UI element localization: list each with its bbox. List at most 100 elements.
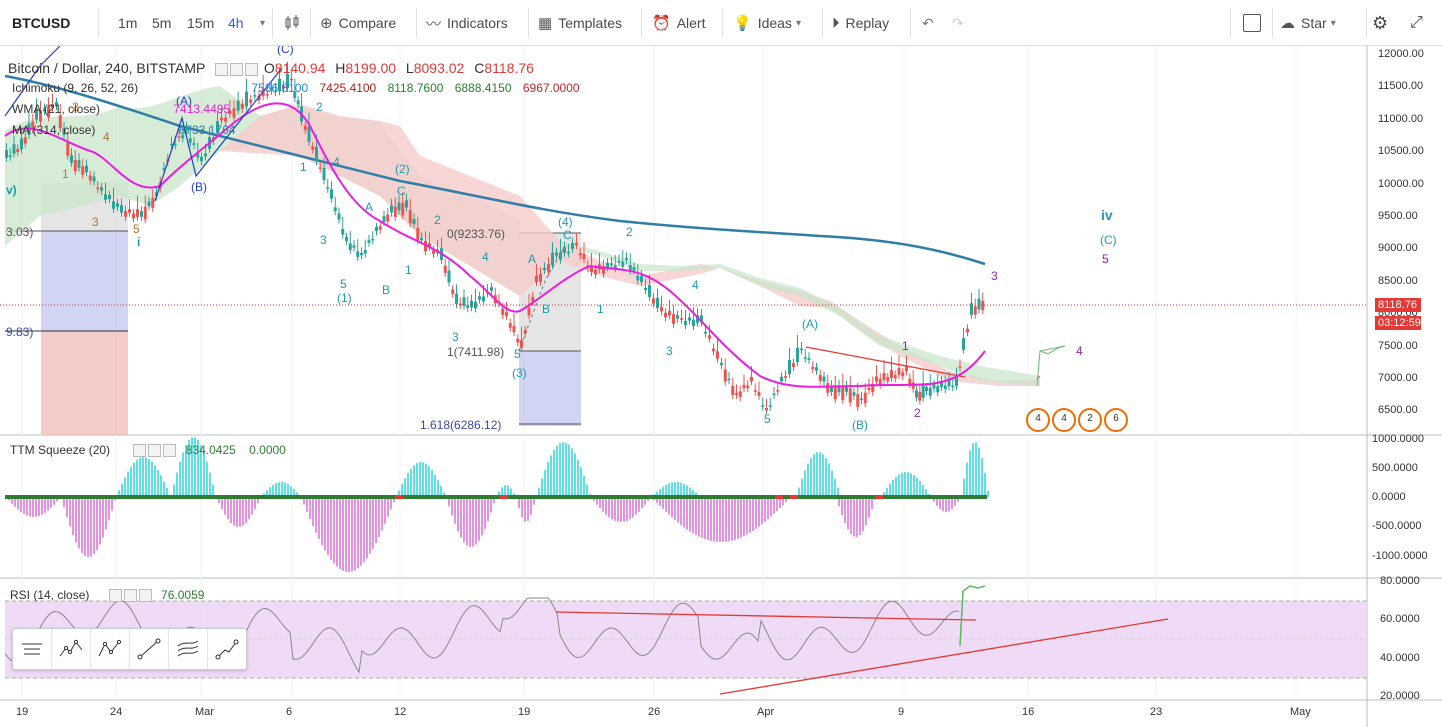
ttm-bar	[683, 497, 685, 528]
ttm-bar	[737, 497, 739, 539]
horizontal-lines-icon[interactable]	[13, 629, 52, 669]
gear-icon[interactable]: ⚙	[1372, 12, 1389, 33]
ttm-bar	[617, 497, 619, 522]
compare-button[interactable]: ⊕ Compare	[320, 0, 396, 46]
event-flag-icon[interactable]: 2	[1078, 408, 1102, 432]
candle-body	[345, 237, 348, 241]
ttm-bar	[498, 491, 500, 497]
interval-1m[interactable]: 1m	[118, 15, 138, 31]
ttm-bar	[501, 487, 503, 497]
candle-body	[852, 392, 856, 396]
elliott-impulse-icon[interactable]	[52, 629, 91, 669]
redo-icon[interactable]: ↷	[952, 14, 964, 31]
alert-button[interactable]: ⏰ Alert	[652, 0, 705, 46]
elliott-correction-icon[interactable]	[91, 629, 130, 669]
wave-label: (3)	[512, 366, 527, 380]
chevron-down-icon: ▾	[1330, 17, 1336, 29]
ttm-bar	[605, 497, 607, 515]
ttm-settings-toggle[interactable]	[148, 444, 162, 458]
interval-dropdown-icon[interactable]: ▾	[260, 17, 266, 29]
ttm-bar	[203, 452, 205, 497]
candle-body	[660, 306, 663, 312]
visibility-toggle[interactable]	[215, 62, 229, 76]
ttm-bar	[841, 497, 843, 516]
ttm-bar	[296, 492, 298, 497]
ttm-visibility-toggle[interactable]	[133, 444, 147, 458]
star-button[interactable]: ☁ Star ▾	[1280, 0, 1336, 46]
interval-15m[interactable]: 15m	[187, 15, 215, 31]
path-icon[interactable]	[208, 629, 246, 669]
trend-line-icon[interactable]	[130, 629, 169, 669]
event-flag-icon[interactable]: 4	[1052, 408, 1076, 432]
ttm-bar	[287, 484, 289, 497]
ideas-button[interactable]: 💡 Ideas ▾	[733, 0, 801, 46]
ttm-bar	[919, 481, 921, 497]
squeeze-dot	[875, 495, 883, 499]
ttm-bar	[810, 458, 812, 497]
candle-body	[901, 372, 905, 377]
ttm-bar	[710, 497, 712, 541]
candle-body	[478, 296, 481, 300]
ttm-bar	[142, 457, 144, 497]
fib-zone-blue-mid	[519, 351, 581, 426]
wma-legend: WMA (21, close) 7413.4495	[12, 102, 230, 116]
ttm-bar	[345, 497, 347, 572]
ttm-bar	[63, 497, 65, 508]
interval-5m[interactable]: 5m	[152, 15, 172, 31]
undo-icon[interactable]: ↶	[922, 14, 934, 31]
ttm-tick: 500.0000	[1372, 462, 1418, 474]
ttm-bar	[677, 497, 679, 523]
ttm-bar	[731, 497, 733, 541]
rsi-settings-toggle[interactable]	[123, 589, 137, 603]
templates-button[interactable]: ▦ Templates	[538, 0, 622, 46]
indicators-button[interactable]: 〰 Indicators	[426, 0, 508, 46]
ttm-bar	[209, 472, 211, 497]
candle-body	[140, 211, 143, 217]
ttm-bar	[644, 497, 646, 505]
symbol-search[interactable]: BTCUSD	[12, 15, 71, 31]
wave-label: v)	[6, 183, 17, 197]
open-value: 8140.94	[274, 60, 326, 76]
interval-4h[interactable]: 4h	[228, 15, 244, 31]
rsi-visibility-toggle[interactable]	[108, 589, 122, 603]
ttm-bar	[547, 462, 549, 497]
ttm-bar	[407, 473, 409, 497]
candle-body	[803, 357, 807, 359]
ttm-close-toggle[interactable]	[163, 444, 177, 458]
event-flag-icon[interactable]: 6	[1104, 408, 1128, 432]
wave-label: 5	[1102, 252, 1109, 266]
ttm-bar	[145, 457, 147, 497]
ttm-bar	[404, 478, 406, 497]
ttm-bar	[454, 497, 456, 524]
candles-icon[interactable]	[283, 0, 301, 46]
candle-body	[270, 87, 273, 91]
candle-body	[20, 138, 23, 150]
fib-channel-icon[interactable]	[169, 629, 208, 669]
candle-body	[720, 362, 723, 366]
compare-label: Compare	[338, 15, 397, 31]
ttm-bar	[562, 442, 564, 497]
close-toggle[interactable]	[245, 62, 259, 76]
fullscreen-box-icon[interactable]	[1243, 0, 1261, 46]
candle-body	[632, 267, 636, 271]
ttm-bar	[680, 482, 682, 497]
candle-body	[582, 253, 586, 260]
ttm-bar	[339, 497, 341, 570]
rsi-tick: 60.0000	[1380, 613, 1420, 625]
candle-body	[155, 192, 158, 196]
ttm-bar	[665, 484, 667, 497]
expand-icon[interactable]: ⤢	[1410, 14, 1423, 31]
candle-body	[723, 369, 727, 382]
ttm-bar	[746, 497, 748, 535]
replay-button[interactable]: ⏵ Replay	[832, 0, 889, 46]
rsi-close-toggle[interactable]	[138, 589, 152, 603]
settings-toggle[interactable]	[230, 62, 244, 76]
ttm-bar	[945, 497, 947, 512]
ttm-bar	[695, 492, 697, 497]
ttm-bar	[336, 497, 338, 567]
wave-label: 1	[300, 160, 307, 174]
wave-label: 3	[991, 269, 998, 283]
ttm-bar	[801, 478, 803, 497]
event-flag-icon[interactable]: 4	[1026, 408, 1050, 432]
